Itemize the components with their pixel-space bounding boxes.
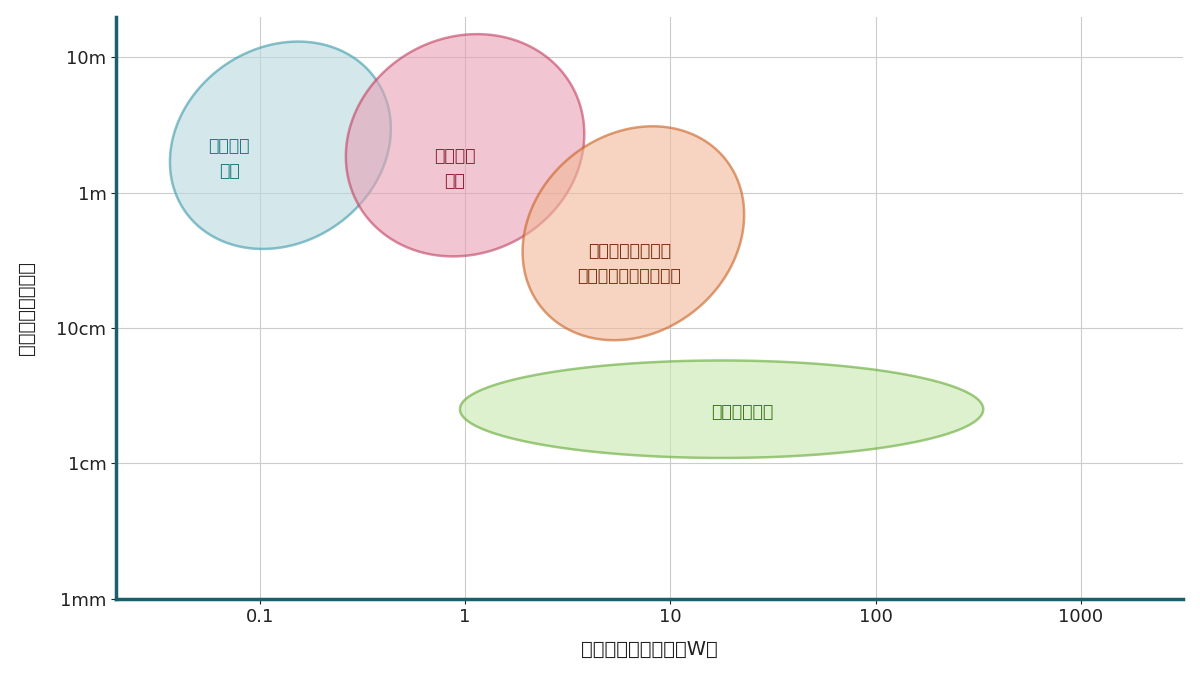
Text: 電磁誘導方式: 電磁誘導方式 — [710, 403, 773, 421]
Text: 電波受信
方式: 電波受信 方式 — [209, 137, 250, 180]
Y-axis label: 電気を送れる距離: 電気を送れる距離 — [17, 261, 36, 355]
Text: 磁界共振結合方式
（電界結合共振方式）: 磁界共振結合方式 （電界結合共振方式） — [577, 241, 682, 285]
X-axis label: 送れる電気の強さ（W）: 送れる電気の強さ（W） — [582, 640, 718, 659]
Polygon shape — [170, 42, 391, 249]
Text: 空洞共振
方式: 空洞共振 方式 — [434, 147, 475, 190]
Polygon shape — [460, 360, 983, 458]
Polygon shape — [346, 34, 584, 256]
Polygon shape — [522, 126, 744, 340]
